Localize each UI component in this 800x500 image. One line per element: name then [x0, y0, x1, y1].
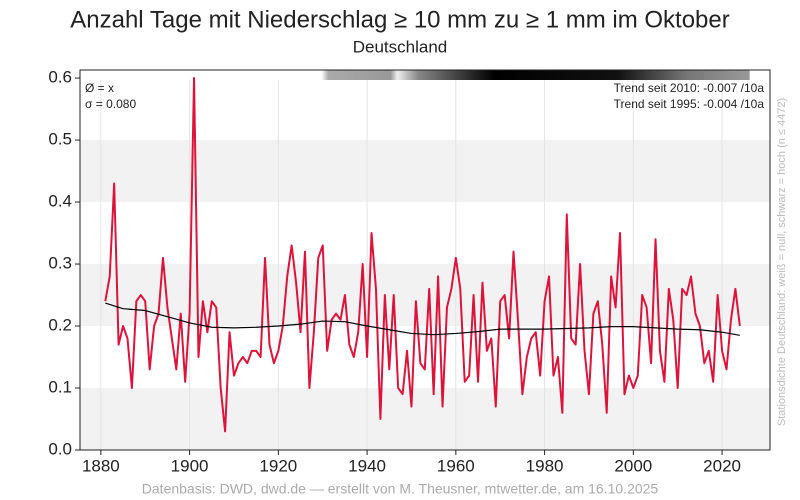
annotation: Trend seit 2010: -0.007 /10a	[614, 81, 765, 95]
x-tick-label: 1980	[526, 456, 564, 475]
y-tick-label: 0.1	[48, 377, 72, 396]
x-tick-label: 1880	[82, 456, 120, 475]
side-label: Stationsdichte Deutschland: weiß = null,…	[776, 98, 788, 426]
footer: Datenbasis: DWD, dwd.de — erstellt von M…	[142, 481, 659, 497]
x-tick-label: 2000	[614, 456, 652, 475]
x-tick-label: 1920	[259, 456, 297, 475]
plot-frame	[79, 69, 771, 451]
y-tick-label: 0.0	[48, 439, 72, 458]
background-band	[80, 140, 770, 203]
annotation: Trend seit 1995: -0.004 /10a	[614, 97, 765, 111]
chart-title: Anzahl Tage mit Niederschlag ≥ 10 mm zu …	[70, 6, 729, 33]
annotation: σ = 0.080	[85, 97, 136, 111]
y-tick-label: 0.3	[48, 254, 72, 273]
y-tick-label: 0.2	[48, 316, 72, 335]
station-density-strip	[80, 70, 770, 80]
chart-subtitle: Deutschland	[353, 37, 448, 56]
y-tick-label: 0.5	[48, 130, 72, 149]
annotation: Ø = x	[85, 81, 114, 95]
data-line	[104, 77, 741, 433]
x-tick-label: 1960	[437, 456, 475, 475]
x-tick-label: 1900	[171, 456, 209, 475]
background-band	[80, 388, 770, 450]
y-tick-label: 0.6	[48, 68, 72, 87]
y-tick-label: 0.4	[48, 192, 72, 211]
x-tick-label: 1940	[348, 456, 386, 475]
x-tick-label: 2020	[703, 456, 741, 475]
plot-background	[80, 70, 770, 450]
data-line	[105, 302, 740, 336]
